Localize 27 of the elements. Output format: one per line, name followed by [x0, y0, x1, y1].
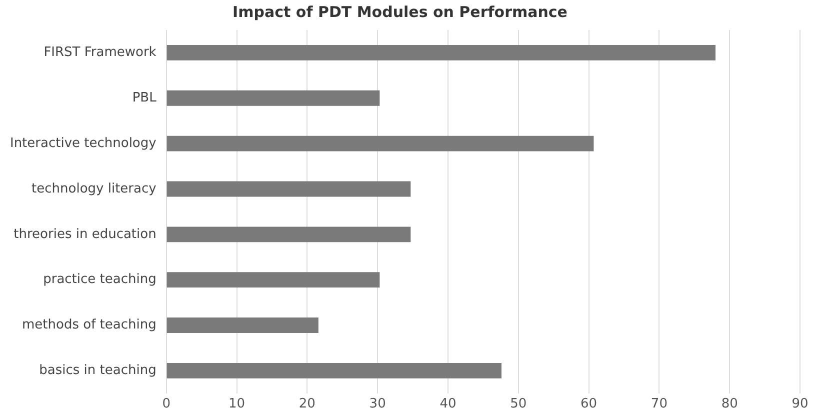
bar: [166, 318, 318, 333]
y-tick-label: technology literacy: [32, 181, 157, 196]
y-tick-label: methods of teaching: [22, 318, 156, 333]
y-tick-label: basics in teaching: [39, 363, 156, 378]
y-tick-label: Interactive technology: [10, 136, 157, 151]
x-tick-label: 10: [228, 396, 246, 412]
x-tick-label: 30: [369, 396, 386, 412]
x-tick-label: 60: [580, 396, 598, 412]
x-tick-label: 90: [792, 396, 808, 412]
bar: [166, 226, 411, 242]
y-tick-label: practice teaching: [43, 272, 156, 288]
x-tick-label: 80: [721, 396, 738, 412]
x-tick-label: 70: [650, 396, 668, 412]
chart-title: Impact of PDT Modules on Performance: [232, 2, 568, 21]
x-tick-label: 40: [440, 396, 456, 412]
bar: [166, 272, 380, 288]
x-tick-label: 20: [298, 396, 316, 412]
bar: [166, 44, 716, 60]
y-tick-label: FIRST Framework: [44, 45, 157, 60]
bar: [166, 136, 594, 152]
y-tick-label: PBL: [132, 90, 158, 106]
x-tick-label: 0: [162, 396, 170, 412]
x-tick-label: 50: [510, 396, 527, 412]
bar: [166, 181, 411, 197]
bar: [166, 90, 380, 106]
bar: [166, 362, 502, 378]
y-tick-label: threories in education: [14, 226, 156, 242]
